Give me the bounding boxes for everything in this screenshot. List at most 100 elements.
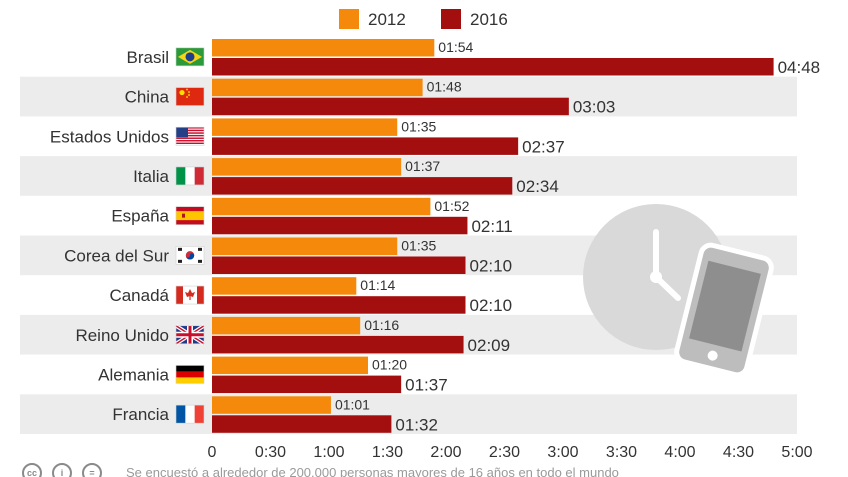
flag-china-icon (175, 87, 205, 106)
flag-part (176, 132, 204, 134)
x-tick-label: 2:00 (430, 444, 461, 461)
flag-part (176, 137, 204, 139)
nd-icon: = (82, 463, 102, 477)
category-label: Corea del Sur (64, 246, 169, 265)
bar-2012 (212, 396, 331, 414)
flag-part (176, 365, 204, 372)
x-tick-label: 4:00 (664, 444, 695, 461)
x-tick-label: 5:00 (781, 444, 812, 461)
clock-center (650, 271, 662, 283)
legend: 2012 2016 (339, 9, 508, 29)
bar-2012 (212, 316, 361, 335)
value-label: 03:03 (573, 98, 616, 117)
bar-2012 (212, 118, 398, 136)
x-tick-label: 1:30 (372, 444, 403, 461)
value-label: 01:20 (372, 357, 407, 373)
category-label: Reino Unido (75, 326, 169, 345)
x-tick-label: 0:30 (255, 444, 286, 461)
x-tick-label: 1:00 (313, 444, 344, 461)
flag-part (176, 377, 204, 384)
flag-part (176, 134, 204, 137)
bar-2016 (212, 335, 464, 354)
bar-2016 (212, 97, 569, 116)
value-label: 01:37 (405, 158, 440, 174)
flag-part (176, 142, 204, 144)
flag-part (176, 140, 204, 142)
flag-part (176, 371, 204, 378)
flag-part (176, 129, 204, 132)
value-label: 02:34 (516, 177, 559, 196)
category-label: Brasil (126, 48, 169, 67)
flag-part (186, 88, 188, 91)
value-label: 01:52 (434, 198, 469, 214)
x-tick-label: 3:30 (606, 444, 637, 461)
value-label: 01:35 (401, 118, 436, 134)
flag-part (176, 333, 204, 337)
bar-2012 (212, 197, 431, 216)
value-label: 01:01 (335, 396, 370, 412)
flag-part (176, 286, 183, 305)
flag-part (176, 127, 204, 129)
x-tick-label: 0 (208, 444, 217, 461)
decoration-group (583, 204, 774, 378)
cc-icon: cc (22, 463, 42, 477)
flag-part (185, 289, 195, 298)
flag-spain-icon (175, 206, 205, 225)
flag-part (176, 127, 188, 138)
flag-border (175, 246, 205, 265)
bar-2016 (212, 216, 468, 235)
value-label: 01:48 (427, 79, 462, 95)
flag-part (182, 213, 185, 218)
footer-note: Se encuestó a alrededor de 200.000 perso… (126, 465, 619, 477)
value-label: 01:16 (364, 317, 399, 333)
flag-part (185, 253, 195, 260)
legend-label: 2012 (368, 10, 406, 29)
legend-swatch (441, 9, 461, 29)
flag-south-korea-icon (175, 246, 205, 265)
smartphone-screen (689, 260, 761, 352)
value-label: 02:09 (468, 336, 511, 355)
bar-2012 (212, 78, 423, 97)
flag-part (178, 247, 182, 251)
smartphone-icon (674, 242, 774, 378)
x-tick-label: 3:00 (547, 444, 578, 461)
flag-part (179, 89, 185, 96)
bar-2016 (212, 296, 466, 314)
flag-part (188, 91, 190, 93)
legend-label: 2016 (470, 10, 508, 29)
category-label: España (111, 207, 169, 226)
flag-part (185, 52, 195, 62)
value-label: 01:37 (405, 376, 448, 395)
bar-2012 (212, 277, 357, 295)
value-label: 02:10 (470, 257, 513, 276)
value-label: 02:10 (470, 296, 513, 315)
flag-part (194, 166, 204, 185)
bar-2012 (212, 356, 368, 375)
category-label: Estados Unidos (50, 127, 169, 146)
flag-border (175, 166, 205, 186)
value-label: 01:35 (401, 238, 436, 254)
value-label: 02:11 (471, 217, 512, 236)
bar-2016 (212, 58, 774, 76)
flag-canada-icon (175, 285, 205, 305)
flag-france-icon (175, 404, 205, 424)
x-tick-label: 2:30 (489, 444, 520, 461)
bar-2016 (212, 415, 392, 433)
by-icon: i (52, 463, 72, 477)
flag-part (198, 259, 202, 263)
flag-border (175, 325, 205, 345)
flag-part (188, 94, 190, 96)
value-label: 04:48 (778, 58, 821, 77)
flag-border (175, 47, 205, 67)
value-label: 01:14 (360, 277, 395, 293)
flag-border (175, 87, 205, 106)
bar-2016 (212, 375, 402, 394)
bar-2012 (212, 237, 398, 255)
bar-2012 (212, 158, 402, 176)
flag-germany-icon (175, 365, 205, 384)
value-label: 02:37 (522, 137, 565, 156)
bar-2016 (212, 137, 519, 155)
flag-part (198, 247, 202, 251)
flag-italy-icon (175, 166, 205, 186)
